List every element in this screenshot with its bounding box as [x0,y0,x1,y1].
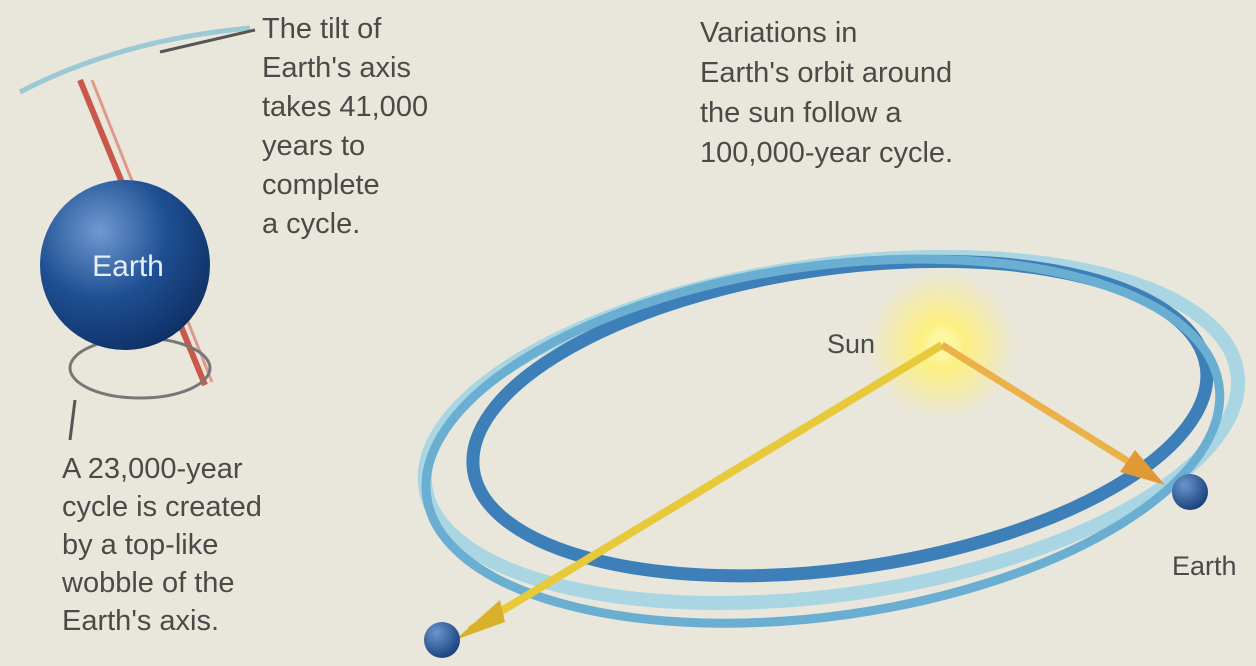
ray-right [940,342,1152,478]
earth-orbit-label: Earth [1172,551,1237,581]
tilt-text: The tilt of Earth's axis takes 41,000 years… [262,13,428,240]
text-line: A 23,000-year [62,453,243,485]
tilt-leader [159,28,256,54]
wobble-leader [68,399,77,441]
text-line: cycle is created [62,491,262,523]
planet-left [424,622,460,658]
tilt-arc [18,25,251,95]
orbit-inner [421,254,1225,628]
planet-right [1172,474,1208,510]
text-line: 100,000-year cycle. [700,137,953,169]
orbit-middle [466,254,1214,583]
wobble-text: A 23,000-year cycle is created by a top-li… [61,453,262,637]
text-line: the sun follow a [700,97,902,129]
earth-globe-label: Earth [92,250,164,283]
text-line: Earth's orbit around [700,57,952,89]
text-line: The tilt of [262,13,382,45]
text-line: years to [262,130,365,162]
text-line: a cycle. [262,208,360,240]
earth-globe [40,180,210,350]
text-line: Earth's axis. [62,605,219,637]
text-line: Variations in [700,17,857,49]
sun-label: Sun [827,329,875,359]
ray-right-head [1120,450,1165,485]
text-line: wobble of the [61,567,235,599]
text-line: Earth's axis [262,52,411,84]
orbit-outer [417,249,1246,610]
ray-left-head [455,600,505,640]
text-line: by a top-like [62,529,218,561]
orbits [417,249,1246,628]
ray-left [467,341,945,634]
orbit-text: Variations in Earth's orbit around the sun… [700,17,953,169]
text-line: takes 41,000 [262,91,428,123]
text-line: complete [262,169,380,201]
